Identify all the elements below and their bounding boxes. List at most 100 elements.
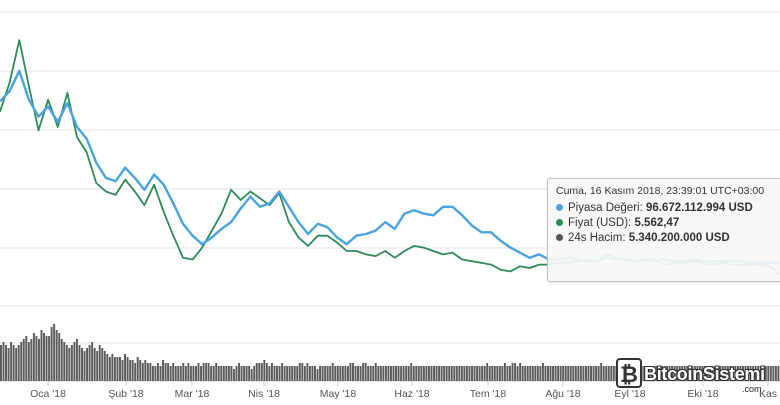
- volume-bar: [569, 366, 572, 381]
- volume-bar: [73, 342, 76, 381]
- volume-bar: [509, 366, 511, 381]
- volume-bar: [369, 366, 372, 381]
- volume-bar: [255, 363, 258, 381]
- volume-bar: [590, 366, 592, 381]
- volume-bar: [524, 366, 527, 381]
- volume-bar: [146, 363, 149, 381]
- tooltip-row-price: Fiyat (USD): 5.562,47: [556, 217, 778, 229]
- volume-bar: [27, 342, 30, 381]
- volume-bar: [521, 366, 524, 381]
- volume-bar: [184, 366, 187, 381]
- volume-bar: [63, 342, 66, 381]
- volume-bar: [113, 357, 116, 381]
- volume-bar: [157, 363, 159, 381]
- volume-bar: [116, 357, 119, 381]
- x-tick-label: Oca '18: [30, 388, 66, 400]
- volume-bar: [726, 366, 729, 381]
- volume-bar: [12, 345, 15, 381]
- volume-bar: [655, 366, 658, 381]
- volume-bar: [392, 366, 395, 381]
- volume-bar: [5, 345, 7, 381]
- volume-bar: [281, 363, 284, 381]
- volume-bar: [498, 366, 501, 381]
- x-tick-label: Şub '18: [108, 388, 143, 400]
- volume-bar: [364, 363, 367, 381]
- volume-bar: [81, 348, 83, 381]
- volume-bar: [268, 366, 271, 381]
- volume-bar: [359, 366, 362, 381]
- volume-bar: [736, 366, 739, 381]
- x-tick-label: Mar '18: [175, 388, 210, 400]
- volume-bar: [68, 348, 71, 381]
- volume-bar: [283, 366, 286, 381]
- tooltip-row-volume: 24s Hacim: 5.340.200.000 USD: [556, 232, 778, 244]
- volume-bar: [559, 366, 562, 381]
- volume-bar: [612, 366, 615, 381]
- volume-bar: [286, 366, 289, 381]
- x-tick-label: Ağu '18: [545, 388, 580, 400]
- volume-bar: [564, 366, 567, 381]
- volume-bar: [757, 366, 760, 381]
- volume-bar: [493, 366, 496, 381]
- volume-bar: [539, 366, 542, 381]
- volume-bar: [108, 357, 111, 381]
- volume-bar: [88, 345, 91, 381]
- x-axis-ticks: Oca '18 Şub '18 Mar '18 Nis '18 May '18 Haz '…: [30, 381, 777, 400]
- volume-bar: [55, 330, 58, 381]
- volume-bar: [103, 351, 106, 381]
- x-tick-label: May '18: [320, 388, 357, 400]
- volume-bar: [592, 366, 595, 381]
- volume-bar: [121, 360, 124, 381]
- volume-bar: [476, 366, 479, 381]
- volume-bar: [291, 366, 294, 381]
- volume-bar: [582, 366, 585, 381]
- volume-bar: [245, 366, 248, 381]
- volume-bar: [362, 363, 365, 381]
- volume-bar: [37, 339, 40, 381]
- volume-bar: [531, 366, 534, 381]
- volume-bar: [346, 366, 349, 381]
- volume-bar: [30, 339, 33, 381]
- volume-bar: [709, 366, 712, 381]
- volume-bar: [425, 366, 428, 381]
- volume-bar: [270, 363, 273, 381]
- volume-bar: [721, 366, 724, 381]
- volume-bars: [0, 324, 780, 381]
- volume-bar: [306, 363, 309, 381]
- volume-bar: [554, 366, 557, 381]
- volume-bar: [106, 354, 109, 381]
- volume-bar: [78, 345, 81, 381]
- volume-bar: [767, 366, 770, 381]
- volume-bar: [686, 366, 689, 381]
- volume-bar: [420, 366, 423, 381]
- volume-bar: [417, 366, 420, 381]
- volume-bar: [567, 366, 570, 381]
- volume-bar: [438, 366, 441, 381]
- volume-bar: [334, 366, 337, 381]
- volume-bar: [253, 366, 256, 381]
- volume-bar: [17, 345, 20, 381]
- volume-bar: [321, 366, 324, 381]
- x-tick-label: Kas: [759, 388, 777, 400]
- volume-bar: [729, 366, 732, 381]
- gridlines: [0, 11, 780, 382]
- volume-bar: [151, 366, 154, 381]
- volume-bar: [83, 351, 86, 381]
- volume-bar: [273, 366, 276, 381]
- volume-bar: [683, 366, 686, 381]
- volume-bar: [430, 366, 433, 381]
- volume-bar: [311, 366, 314, 381]
- volume-bar: [516, 366, 519, 381]
- volume-bar: [742, 366, 744, 381]
- volume-bar: [22, 339, 25, 381]
- volume-bar: [154, 366, 157, 381]
- volume-bar: [691, 366, 694, 381]
- watermark-text: BitcoinSistemi: [644, 364, 765, 384]
- volume-bar: [7, 348, 10, 381]
- volume-bar: [405, 366, 408, 381]
- volume-bar: [698, 366, 701, 381]
- volume-bar: [324, 366, 327, 381]
- volume-bar: [319, 366, 322, 381]
- volume-bar: [341, 366, 344, 381]
- volume-bar: [354, 366, 357, 381]
